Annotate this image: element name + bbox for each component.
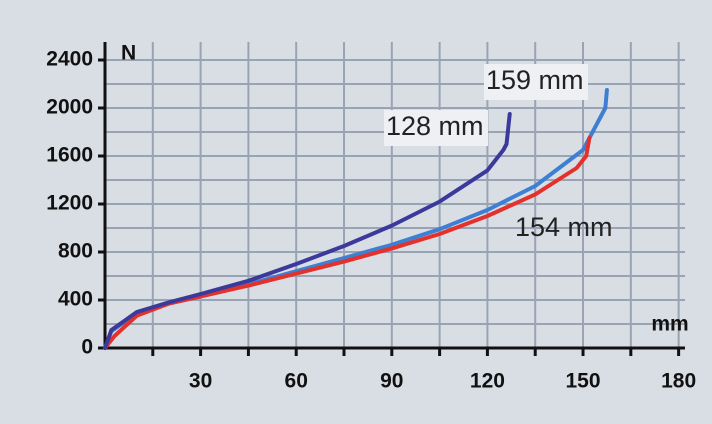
x-tick-label: 150	[565, 370, 600, 393]
y-tick-label: 1600	[46, 144, 93, 167]
label-background	[484, 64, 588, 100]
series-label: 154 mm	[515, 212, 613, 242]
y-tick-label: 0	[81, 336, 93, 359]
series-line	[103, 112, 512, 350]
y-axis-label: N	[121, 42, 136, 65]
x-tick-label: 30	[189, 370, 212, 393]
x-tick-label: 120	[470, 370, 505, 393]
series-label: 128 mm	[386, 111, 484, 141]
series-label: 159 mm	[486, 65, 584, 95]
x-axis-label: mm	[651, 313, 688, 336]
x-tick-label: 90	[380, 370, 403, 393]
label-background	[384, 110, 488, 146]
series-line	[103, 136, 592, 350]
y-tick-label: 400	[58, 288, 93, 311]
x-tick-label: 180	[661, 370, 696, 393]
x-tick-label: 60	[285, 370, 308, 393]
y-tick-label: 800	[58, 240, 93, 263]
y-tick-label: 2400	[46, 48, 93, 71]
y-tick-label: 2000	[46, 96, 93, 119]
y-tick-label: 1200	[46, 192, 93, 215]
